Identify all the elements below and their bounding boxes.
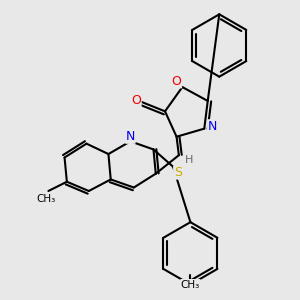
Text: H: H bbox=[185, 155, 194, 165]
Text: CH₃: CH₃ bbox=[37, 194, 56, 204]
Text: S: S bbox=[174, 166, 182, 179]
Text: N: N bbox=[126, 130, 135, 143]
Text: O: O bbox=[172, 75, 182, 88]
Text: CH₃: CH₃ bbox=[181, 280, 200, 290]
Text: N: N bbox=[208, 120, 217, 133]
Text: O: O bbox=[131, 94, 141, 107]
